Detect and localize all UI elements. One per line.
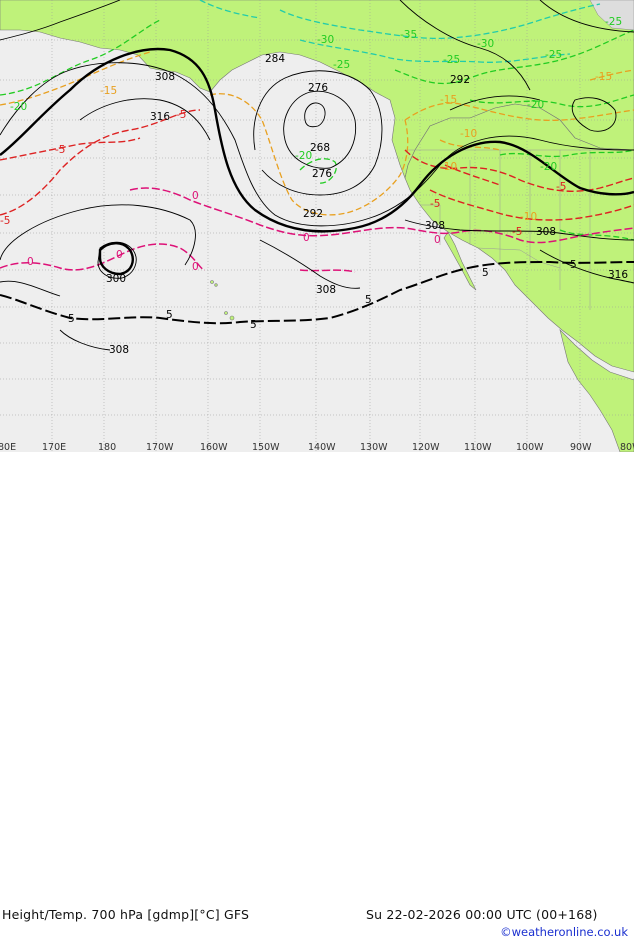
lon-label-80e: 80E	[0, 442, 16, 453]
temp-label-minus5-c: -5	[0, 215, 10, 227]
temp-label-minus20-d: -20	[540, 161, 557, 173]
lon-label-150w: 150W	[252, 442, 280, 453]
height-labels: 284 308 316 276 268 276 292 292 308 308 …	[106, 53, 628, 356]
temp-label-minus20-b: -20	[527, 99, 544, 111]
temp-labels-magenta: 0 0 0 0 0 0	[27, 190, 441, 273]
temp-contours-red	[0, 109, 634, 221]
temp-label-zero-d: 0	[27, 256, 34, 268]
valid-time: Su 22-02-2026 00:00 UTC (00+168)	[366, 907, 598, 922]
temp-label-minus10-b: -10	[440, 161, 457, 173]
temp-label-zero-b: 0	[303, 232, 310, 244]
height-label-292-north: 292	[450, 74, 470, 86]
temp-labels-green: -35 -30 -30 -25 -25 -25 -25 -20 -20 -20 …	[10, 16, 622, 173]
temp-label-five-e: 5	[482, 267, 489, 279]
temp-label-five-c: 5	[250, 319, 257, 331]
height-label-276-lower: 276	[312, 168, 332, 180]
land-masses	[0, 0, 634, 453]
temp-label-minus25-b: -25	[443, 54, 460, 66]
temp-label-five-b: 5	[166, 309, 173, 321]
graticule	[0, 0, 634, 452]
height-label-308-mid: 308	[316, 284, 336, 296]
hawaii-island	[229, 315, 235, 321]
weather-map: 80E 170E 180 170W 160W 150W 140W 130W 12…	[0, 0, 634, 453]
height-label-308-southwest: 308	[109, 344, 129, 356]
height-label-300: 300	[106, 273, 126, 285]
temp-labels-black: 5 5 5 5 5 5	[68, 259, 577, 331]
height-contour-bold	[0, 47, 634, 276]
temp-label-minus15-a: -15	[100, 85, 117, 97]
lon-label-120w: 120W	[412, 442, 440, 453]
temp-label-minus10-a: -10	[460, 128, 477, 140]
temp-label-minus25-a: -25	[333, 59, 350, 71]
ice-area	[589, 0, 634, 31]
border-lines	[405, 149, 634, 310]
lon-label-170w: 170W	[146, 442, 174, 453]
lon-label-160w: 160W	[200, 442, 228, 453]
temp-label-minus35: -35	[400, 29, 417, 41]
temp-label-five-d: 5	[365, 294, 372, 306]
temp-label-minus20-c: -20	[295, 150, 312, 162]
map-title: Height/Temp. 700 hPa [gdmp][°C] GFS	[2, 907, 250, 922]
temp-contours-black-dashed	[0, 260, 634, 325]
baja-land	[443, 231, 477, 291]
temp-label-five-f: 5	[570, 259, 577, 271]
height-label-316-west: 316	[150, 111, 170, 123]
temp-label-minus5-e: -5	[512, 226, 522, 238]
temp-contours-cyan	[199, 0, 601, 63]
height-label-316-east: 316	[608, 269, 628, 281]
height-label-308-north: 308	[155, 71, 175, 83]
height-label-292-south: 292	[303, 208, 323, 220]
temp-contours-magenta	[0, 187, 634, 273]
height-contours	[0, 0, 634, 351]
height-label-276-upper: 276	[308, 82, 328, 94]
temp-labels-orange: -15 -15 -15 -10 -10 -10	[100, 71, 612, 223]
height-label-268: 268	[310, 142, 330, 154]
temp-label-minus15-c: -15	[595, 71, 612, 83]
copyright-link[interactable]: ©weatheronline.co.uk	[500, 925, 628, 939]
temp-label-zero-c: 0	[434, 234, 441, 246]
lon-label-170e: 170E	[42, 442, 66, 453]
temp-label-minus5-b: -5	[55, 144, 65, 156]
lon-label-110w: 110W	[464, 442, 492, 453]
lon-label-90w: 90W	[570, 442, 592, 453]
temp-label-zero-f: 0	[192, 261, 199, 273]
temp-label-zero-a: 0	[192, 190, 199, 202]
temp-label-minus5-a: -5	[176, 109, 186, 121]
temp-label-minus5-d: -5	[430, 198, 440, 210]
lon-label-140w: 140W	[308, 442, 336, 453]
temp-label-minus20-a: -20	[10, 101, 27, 113]
temp-label-five-a: 5	[68, 313, 75, 325]
lon-label-130w: 130W	[360, 442, 388, 453]
longitude-labels: 80E 170E 180 170W 160W 150W 140W 130W 12…	[0, 442, 634, 453]
height-label-284: 284	[265, 53, 285, 65]
lon-label-180: 180	[98, 442, 116, 453]
temp-label-minus25-c: -25	[545, 49, 562, 61]
height-label-308-east: 308	[536, 226, 556, 238]
temp-label-minus5-f: -5	[556, 181, 566, 193]
lon-label-100w: 100W	[516, 442, 544, 453]
temp-label-minus10-c: -10	[520, 211, 537, 223]
footer-bar: Height/Temp. 700 hPa [gdmp][°C] GFS Su 2…	[0, 452, 634, 939]
temp-label-minus30-b: -30	[477, 38, 494, 50]
temp-label-minus15-b: -15	[440, 94, 457, 106]
temp-contours-green	[0, 19, 634, 241]
temp-label-zero-e: 0	[116, 249, 123, 261]
height-label-308-coast: 308	[425, 220, 445, 232]
temp-labels-red: -5 -5 -5 -5 -5 -5	[0, 109, 566, 238]
temp-label-minus30-a: -30	[317, 34, 334, 46]
north-america-land	[404, 103, 634, 373]
map-svg: 80E 170E 180 170W 160W 150W 140W 130W 12…	[0, 0, 634, 453]
temp-label-minus25-d: -25	[605, 16, 622, 28]
lon-label-80w: 80W	[620, 442, 634, 453]
